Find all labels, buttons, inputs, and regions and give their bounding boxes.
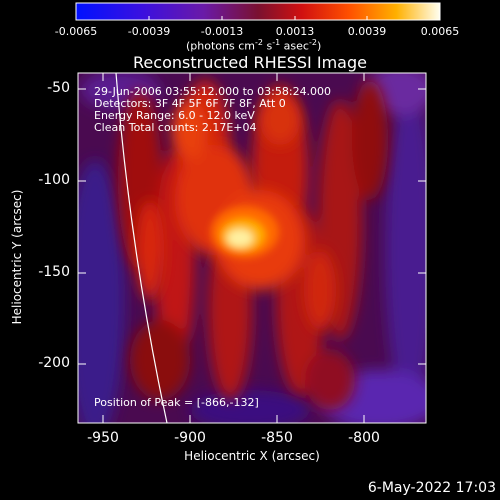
colorbar-ticks xyxy=(75,16,441,20)
colorbar-tick-label: -0.0013 xyxy=(200,25,244,38)
x-tick-label: -850 xyxy=(261,430,293,446)
colorbar-unit-label: (photons cm-2 s-1 asec-2) xyxy=(186,38,322,53)
y-tick-label: -50 xyxy=(47,80,70,96)
colorbar-tick-label: 0.0039 xyxy=(347,25,387,38)
peak-position: Position of Peak = [-866,-132] xyxy=(94,396,259,409)
x-axis-ticks xyxy=(102,73,365,423)
solar-limb xyxy=(115,73,168,423)
rhessi-image xyxy=(78,73,426,423)
y-axis-label: Heliocentric Y (arcsec) xyxy=(10,189,24,325)
x-tick-label: -900 xyxy=(174,430,206,446)
colorbar-tick-label: 0.0065 xyxy=(420,25,460,38)
y-tick-label: -200 xyxy=(38,355,70,371)
plot-title: Reconstructed RHESSI Image xyxy=(133,53,367,72)
observation-time: 29-Jun-2006 03:55:12.000 to 03:58:24.000 xyxy=(94,85,332,98)
y-tick-label: -150 xyxy=(38,264,70,280)
y-tick-label: -100 xyxy=(38,172,70,188)
colorbar xyxy=(75,2,441,21)
colorbar-tick-label: -0.0039 xyxy=(127,25,171,38)
x-tick-label: -950 xyxy=(87,430,119,446)
colorbar-tick-label: -0.0065 xyxy=(54,25,98,38)
energy-range: Energy Range: 6.0 - 12.0 keV xyxy=(94,109,255,122)
colorbar-tick-label: 0.0013 xyxy=(275,25,315,38)
x-axis-label: Heliocentric X (arcsec) xyxy=(184,449,320,463)
plot-frame xyxy=(77,72,427,424)
clean-total-counts: Clean Total counts: 2.17E+04 xyxy=(94,121,257,134)
y-axis-ticks xyxy=(78,88,426,365)
timestamp: 6-May-2022 17:03 xyxy=(367,480,496,496)
x-tick-label: -800 xyxy=(348,430,380,446)
detectors-info: Detectors: 3F 4F 5F 6F 7F 8F, Att 0 xyxy=(94,97,286,110)
